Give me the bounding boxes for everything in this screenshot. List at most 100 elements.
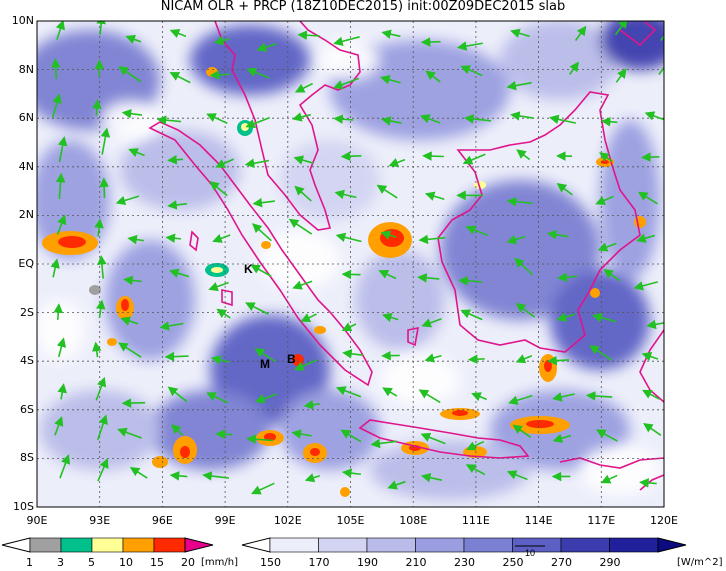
wind-arrow xyxy=(300,313,317,322)
wind-arrow xyxy=(420,432,446,445)
wind-arrow xyxy=(169,72,191,84)
wind-arrow xyxy=(159,321,184,331)
wind-arrow xyxy=(600,116,618,127)
wind-arrow xyxy=(420,472,443,483)
wind-arrow xyxy=(508,394,533,405)
precip-colorbar-label: 3 xyxy=(57,556,64,569)
coast-small-island xyxy=(189,230,199,252)
wind-arrow xyxy=(589,345,613,361)
wind-arrow xyxy=(633,281,659,291)
wind-arrow xyxy=(641,152,660,162)
wind-arrow xyxy=(213,35,230,46)
wind-arrow xyxy=(471,392,488,402)
wind-arrow xyxy=(55,172,66,199)
wind-arrow xyxy=(212,233,231,243)
wind-arrow xyxy=(342,349,364,359)
wind-arrow xyxy=(293,155,314,165)
wind-arrow xyxy=(291,429,312,439)
coastlines xyxy=(148,21,664,491)
wind-arrow xyxy=(387,480,406,490)
wind-arrow xyxy=(169,471,188,481)
wind-arrow xyxy=(95,376,107,401)
wind-vectors xyxy=(50,21,664,495)
wind-arrow xyxy=(97,255,107,279)
y-tick-label: 4S xyxy=(20,354,34,368)
wind-arrow xyxy=(460,65,483,77)
wind-arrow xyxy=(380,75,401,85)
wind-arrow xyxy=(381,116,402,126)
place-label-b: B xyxy=(287,352,296,366)
wind-arrow xyxy=(569,61,580,75)
precip-colorbar-swatch xyxy=(60,537,93,553)
wind-arrow xyxy=(462,153,486,165)
wind-arrow xyxy=(206,113,228,125)
wind-arrow xyxy=(250,264,272,277)
wind-arrow xyxy=(245,302,269,315)
precip-colorbar-swatch xyxy=(29,537,62,553)
wind-arrow xyxy=(637,191,658,205)
olr-colorbar-swatch xyxy=(269,537,319,553)
map-frame xyxy=(36,20,665,508)
wind-arrow xyxy=(597,242,617,252)
olr-colorbar-end xyxy=(657,537,687,553)
wind-arrow xyxy=(55,21,66,40)
precip-cell xyxy=(256,430,284,446)
wind-arrow xyxy=(292,112,312,122)
wind-arrow xyxy=(335,232,362,243)
place-label-m: M xyxy=(260,357,270,371)
wind-arrow xyxy=(206,392,229,404)
wind-arrow xyxy=(460,309,483,321)
precip-colorbar-label: 1 xyxy=(26,556,33,569)
y-tick-label: EQ xyxy=(18,257,34,270)
wind-arrow xyxy=(56,337,67,358)
wind-arrow xyxy=(57,383,67,400)
wind-arrow xyxy=(599,152,613,162)
olr-colorbar-label: 230 xyxy=(454,556,475,569)
wind-arrow xyxy=(294,185,312,202)
wind-arrow xyxy=(53,303,64,320)
wind-arrow xyxy=(585,391,613,401)
wind-arrow xyxy=(156,115,182,125)
wind-arrow xyxy=(381,312,399,323)
wind-arrow xyxy=(99,177,109,198)
wind-arrow xyxy=(465,464,486,476)
olr-colorbar-label: 250 xyxy=(502,556,524,569)
wind-arrow xyxy=(51,93,62,118)
wind-arrow xyxy=(556,182,573,196)
wind-arrow xyxy=(209,181,228,197)
wind-arrow xyxy=(165,233,182,244)
wind-arrow xyxy=(515,302,535,318)
wind-arrow xyxy=(614,21,628,36)
vector-ref-label: 10 xyxy=(525,548,535,558)
precip-colorbar-label: 20 xyxy=(181,556,195,569)
gridlines xyxy=(37,21,664,507)
wind-arrow xyxy=(210,355,230,365)
precip-cell xyxy=(205,263,229,277)
y-tick-label: 10N xyxy=(11,14,34,27)
wind-arrow xyxy=(506,196,533,207)
wind-arrow xyxy=(96,21,106,35)
x-tick-label: 96E xyxy=(151,514,173,527)
precip-cell xyxy=(368,222,412,258)
wind-arrow xyxy=(418,389,441,404)
olr-colorbar-swatch xyxy=(512,537,562,553)
wind-arrow xyxy=(341,322,357,332)
y-tick-label: 2S xyxy=(20,305,34,319)
wind-arrow xyxy=(516,149,531,161)
wind-arrow xyxy=(208,281,229,292)
olr-colorbar-swatch xyxy=(366,537,416,553)
wind-arrow xyxy=(50,57,61,80)
wind-arrow xyxy=(510,28,530,38)
wind-arrow xyxy=(506,470,528,481)
precip-cell xyxy=(173,436,197,464)
vector-reference: 10 xyxy=(515,545,545,558)
precip-cell xyxy=(303,443,327,463)
precip-cell xyxy=(539,354,557,382)
olr-colorbar-swatch xyxy=(463,537,513,553)
precip-cell xyxy=(510,416,570,434)
x-tick-label: 111E xyxy=(461,514,490,527)
wind-arrow xyxy=(646,319,664,330)
wind-arrow xyxy=(506,80,532,91)
wind-arrow xyxy=(251,223,272,242)
